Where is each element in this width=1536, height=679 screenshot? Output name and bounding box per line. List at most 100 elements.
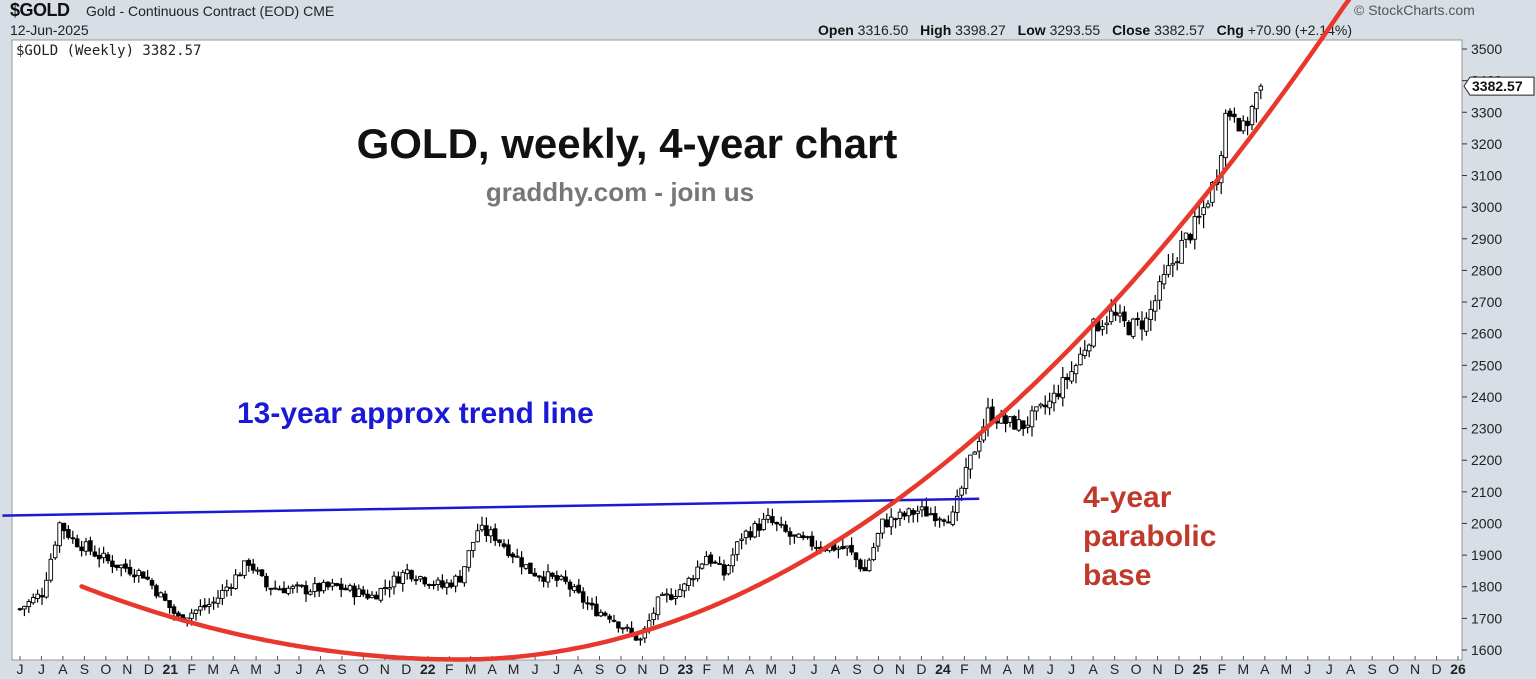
candle-body bbox=[946, 521, 951, 524]
candle-body bbox=[1064, 377, 1070, 380]
candle-body bbox=[880, 518, 885, 534]
candle-body bbox=[554, 575, 560, 581]
x-tick-label: 21 bbox=[162, 661, 178, 677]
candle-body bbox=[220, 590, 225, 599]
x-tick-label: A bbox=[1088, 661, 1098, 677]
candle-body bbox=[1148, 308, 1154, 320]
candle-body bbox=[536, 575, 542, 578]
candle-body bbox=[396, 576, 401, 584]
x-tick-label: A bbox=[230, 661, 240, 677]
candle-body bbox=[602, 612, 608, 616]
candle-body bbox=[400, 572, 406, 584]
x-tick-label: M bbox=[980, 661, 992, 677]
candle-body bbox=[976, 441, 982, 452]
candle-body bbox=[1038, 403, 1044, 407]
candle-body bbox=[444, 582, 450, 588]
candle-body bbox=[1201, 207, 1206, 216]
candle-body bbox=[140, 571, 146, 579]
candle-body bbox=[558, 575, 564, 580]
x-tick-label: F bbox=[187, 661, 196, 677]
candle-body bbox=[1047, 400, 1052, 409]
x-tick-label: S bbox=[80, 661, 89, 677]
last-price-tag bbox=[1463, 76, 1535, 96]
candle-body bbox=[1086, 344, 1092, 352]
x-tick-label: D bbox=[144, 661, 154, 677]
x-tick-label: F bbox=[960, 661, 969, 677]
x-tick-label: D bbox=[1431, 661, 1441, 677]
candle-body bbox=[585, 602, 590, 605]
candle-body bbox=[884, 519, 890, 528]
y-tick-label: 2600 bbox=[1471, 326, 1502, 342]
candle-body bbox=[506, 544, 511, 556]
x-tick-label: N bbox=[1410, 661, 1420, 677]
candle-body bbox=[255, 569, 260, 572]
candle-body bbox=[629, 627, 634, 634]
candle-body bbox=[457, 575, 463, 583]
last-price-text: 3382.57 bbox=[1472, 78, 1523, 94]
candle-body bbox=[127, 566, 133, 575]
x-tick-label: D bbox=[659, 661, 669, 677]
candle-body bbox=[162, 593, 168, 601]
candle-body bbox=[237, 574, 243, 577]
candle-body bbox=[906, 508, 912, 517]
candle-body bbox=[294, 584, 300, 587]
candle-body bbox=[488, 529, 494, 537]
candle-body bbox=[523, 564, 529, 569]
x-tick-label: N bbox=[122, 661, 132, 677]
candle-body bbox=[440, 580, 445, 588]
candle-body bbox=[198, 606, 203, 611]
candle-body bbox=[347, 585, 353, 591]
candle-body bbox=[783, 524, 788, 532]
candle-body bbox=[1210, 182, 1215, 203]
candle-series bbox=[17, 83, 1264, 646]
low-label: Low bbox=[1017, 22, 1046, 38]
open-label: Open bbox=[818, 22, 854, 38]
candle-body bbox=[594, 603, 599, 617]
candle-body bbox=[1130, 318, 1136, 337]
candle-body bbox=[35, 593, 40, 600]
x-tick-label: 26 bbox=[1450, 661, 1466, 677]
candle-body bbox=[211, 601, 216, 604]
candle-body bbox=[316, 582, 322, 592]
candle-body bbox=[88, 540, 93, 552]
x-tick-label: J bbox=[1047, 661, 1054, 677]
candle-body bbox=[1144, 317, 1149, 332]
candle-body bbox=[330, 582, 335, 587]
candle-body bbox=[805, 536, 810, 539]
candle-body bbox=[44, 579, 49, 598]
candle-body bbox=[1042, 404, 1048, 408]
x-tick-label: M bbox=[508, 661, 520, 677]
candle-body bbox=[968, 454, 973, 470]
candle-body bbox=[712, 561, 718, 564]
candle-body bbox=[699, 563, 705, 569]
candle-body bbox=[748, 531, 753, 538]
candle-body bbox=[972, 451, 978, 455]
candle-body bbox=[888, 516, 894, 528]
candle-body bbox=[360, 589, 366, 595]
candle-body bbox=[778, 523, 784, 526]
candle-body bbox=[1174, 261, 1180, 264]
candle-body bbox=[352, 585, 357, 598]
candle-body bbox=[853, 552, 859, 561]
y-tick-label: 2100 bbox=[1471, 484, 1502, 500]
y-tick-label: 2000 bbox=[1471, 515, 1502, 531]
candle-body bbox=[1020, 420, 1026, 430]
x-tick-label: O bbox=[1131, 661, 1142, 677]
y-tick-label: 2800 bbox=[1471, 262, 1502, 278]
x-tick-label: N bbox=[895, 661, 905, 677]
x-tick-label: N bbox=[1152, 661, 1162, 677]
y-tick-label: 2200 bbox=[1471, 452, 1502, 468]
candle-body bbox=[963, 466, 969, 489]
x-tick-label: A bbox=[1346, 661, 1356, 677]
x-tick-label: J bbox=[1068, 661, 1075, 677]
candle-body bbox=[1034, 406, 1039, 412]
candle-body bbox=[312, 583, 318, 592]
x-tick-label: J bbox=[38, 661, 45, 677]
x-tick-label: O bbox=[358, 661, 369, 677]
x-tick-label: 24 bbox=[935, 661, 951, 677]
candle-body bbox=[611, 619, 617, 622]
y-tick-label: 3200 bbox=[1471, 136, 1502, 152]
candle-body bbox=[387, 587, 392, 590]
candle-body bbox=[250, 563, 256, 571]
candle-body bbox=[1161, 274, 1167, 285]
